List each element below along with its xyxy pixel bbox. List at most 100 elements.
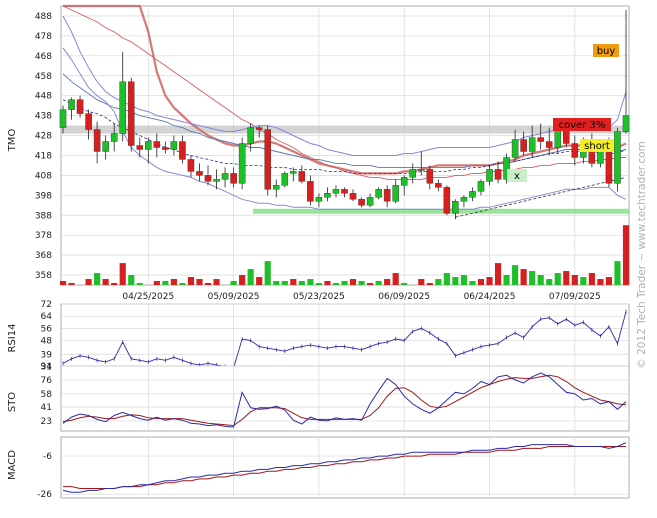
y-tick-label: 408 <box>35 171 52 181</box>
y-tick-label: 388 <box>35 211 52 221</box>
volume-bar <box>179 283 186 285</box>
x-signal-box <box>507 169 527 182</box>
volume-bar <box>315 283 322 285</box>
candle-body <box>469 191 476 198</box>
candle-body <box>127 81 135 146</box>
lower-band-line <box>62 47 627 210</box>
volume-bar <box>443 273 450 285</box>
short-signal-box <box>580 139 614 152</box>
candle-body <box>511 139 519 158</box>
candle-body <box>102 141 109 152</box>
volume-bar <box>426 283 433 285</box>
volume-bar <box>605 277 613 285</box>
y-tick-label: 31 <box>41 362 52 372</box>
volume-bar <box>59 281 67 285</box>
volume-bar <box>273 281 280 285</box>
candle-body <box>272 185 280 190</box>
candle-body <box>221 173 229 180</box>
volume-bar <box>281 281 288 285</box>
y-tick-label: 23 <box>41 417 52 427</box>
volume-bar <box>349 279 357 285</box>
volume-bar <box>622 225 630 285</box>
candle-body <box>349 193 357 200</box>
volume-bar <box>460 275 467 285</box>
volume-bar <box>529 271 536 285</box>
candle-body <box>494 169 502 180</box>
y-axis-label: MACD <box>7 450 18 480</box>
y-tick-label: 76 <box>41 376 53 386</box>
volume-bar <box>554 273 561 285</box>
y-tick-label: 48 <box>41 337 53 347</box>
volume-bar <box>111 283 118 285</box>
support-band <box>253 208 629 214</box>
x-signal-label: x <box>514 171 520 182</box>
candle-body <box>366 197 374 206</box>
x-tick-label: 07/09/2025 <box>549 292 601 302</box>
volume-bar <box>477 279 485 285</box>
candle-body <box>435 183 442 188</box>
candle-body <box>110 133 118 142</box>
y-tick-label: 488 <box>35 12 52 22</box>
candle-body <box>520 139 527 152</box>
volume-bar <box>520 269 527 285</box>
ma-short-line <box>62 99 627 174</box>
volume-bar <box>102 279 109 285</box>
volume-bar <box>392 273 399 285</box>
volume-bar <box>162 281 169 285</box>
panel-frame <box>60 365 630 432</box>
x-tick-label: 06/09/2025 <box>378 292 430 302</box>
candle-body <box>230 173 237 184</box>
rsi-panel: 72 64 56 48 39 31 RSI14 <box>7 300 630 372</box>
candle-body <box>614 131 621 184</box>
volume-bar <box>469 281 476 285</box>
candle-body <box>545 141 553 148</box>
volume-bar <box>239 275 246 285</box>
watermark-text: © 2012 Tech Trader ~ www.techtrader.com <box>636 141 648 369</box>
x-tick-label: 05/23/2025 <box>293 292 345 302</box>
y-tick-label: 94 <box>41 362 53 372</box>
cover-signal-box <box>553 118 611 131</box>
panel-frame <box>60 303 630 372</box>
candle-body <box>145 141 152 150</box>
y-tick-label: 428 <box>35 132 52 142</box>
candle-body <box>76 99 84 114</box>
y-axis-label: RSI14 <box>7 324 18 353</box>
y-tick-label: 458 <box>35 72 52 82</box>
candle-body <box>392 185 399 202</box>
macd-panel: -6 -26 MACD <box>7 436 630 500</box>
candle-body <box>162 147 169 150</box>
volume-bar <box>196 279 203 285</box>
candle-body <box>537 137 544 142</box>
y-tick-label: 58 <box>41 390 53 400</box>
candle-body <box>59 109 67 128</box>
candle-body <box>315 197 323 202</box>
volume-bar <box>247 269 254 285</box>
candle-body <box>238 143 246 184</box>
x-tick-label: 05/09/2025 <box>208 292 260 302</box>
volume-bar <box>537 275 544 285</box>
candle-body <box>426 169 434 184</box>
cover-signal-label: cover 3% <box>559 120 606 131</box>
candle-body <box>179 141 186 160</box>
candle-body <box>605 151 613 184</box>
candle-body <box>452 201 459 214</box>
candle-body <box>443 187 451 214</box>
macd-signal-line <box>63 446 626 489</box>
volume-bar <box>375 281 382 285</box>
y-tick-label: 39 <box>41 350 53 360</box>
candle-body <box>281 173 289 186</box>
volume-bar <box>290 279 297 285</box>
volume-bar <box>332 283 340 285</box>
y-tick-label: 378 <box>35 231 52 241</box>
volume-bar <box>512 265 519 285</box>
buy-signal-box <box>593 44 619 57</box>
candle-body <box>68 99 75 110</box>
volume-bar <box>597 279 604 285</box>
volume-bar <box>68 283 75 285</box>
volume-bar <box>307 279 314 285</box>
volume-bar <box>358 281 365 285</box>
volume-bar <box>230 281 237 285</box>
price-panel: 358 368 378 388 398 408 418 428 438 448 458 468 478 4… <box>7 4 630 302</box>
y-tick-label: 478 <box>35 32 52 42</box>
